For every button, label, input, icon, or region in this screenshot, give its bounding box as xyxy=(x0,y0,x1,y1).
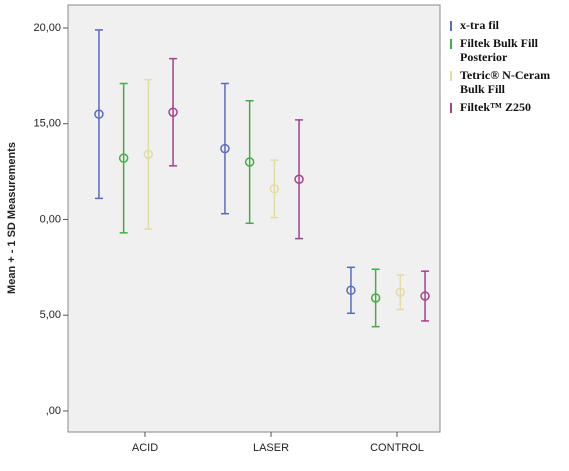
legend-item: Tetric® N-Ceram Bulk Fill xyxy=(448,68,566,96)
x-tick-label: LASER xyxy=(253,442,289,454)
mean-marker xyxy=(143,149,154,160)
mean-marker xyxy=(420,291,430,301)
mean-marker xyxy=(269,184,280,194)
legend-item: x-tra fil xyxy=(448,18,566,32)
mean-marker xyxy=(118,153,129,163)
legend-swatch xyxy=(450,21,452,31)
legend-label: Filtek™ Z250 xyxy=(460,100,531,114)
legend-item: Filtek™ Z250 xyxy=(448,100,566,114)
legend: x-tra fil Filtek Bulk Fill Posterior Tetri… xyxy=(448,18,566,118)
mean-marker xyxy=(346,285,356,296)
mean-marker xyxy=(244,157,255,167)
x-tick-label: ACID xyxy=(132,442,158,454)
mean-marker xyxy=(94,109,104,119)
x-tick-label: CONTROL xyxy=(370,442,424,454)
legend-label: Filtek Bulk Fill Posterior xyxy=(460,36,539,64)
mean-marker xyxy=(220,143,230,154)
y-axis-label: Mean + - 1 SD Measurements xyxy=(6,142,18,294)
y-tick-label: 20,00 xyxy=(33,22,61,34)
legend-swatch xyxy=(450,71,452,81)
legend-swatch xyxy=(450,39,452,49)
plot-area xyxy=(67,4,441,433)
y-tick-label: 0,00 xyxy=(40,213,61,225)
legend-swatch xyxy=(450,103,452,113)
mean-marker xyxy=(168,107,178,117)
legend-label: x-tra fil xyxy=(460,18,499,32)
y-tick-label: 5,00 xyxy=(40,309,61,321)
legend-label: Tetric® N-Ceram Bulk Fill xyxy=(460,68,551,96)
y-tick-label: 15,00 xyxy=(33,118,61,130)
mean-marker xyxy=(370,293,381,303)
mean-marker xyxy=(294,174,304,184)
legend-item: Filtek Bulk Fill Posterior xyxy=(448,36,566,64)
y-tick-label: ,00 xyxy=(46,405,61,417)
mean-marker xyxy=(395,287,406,297)
